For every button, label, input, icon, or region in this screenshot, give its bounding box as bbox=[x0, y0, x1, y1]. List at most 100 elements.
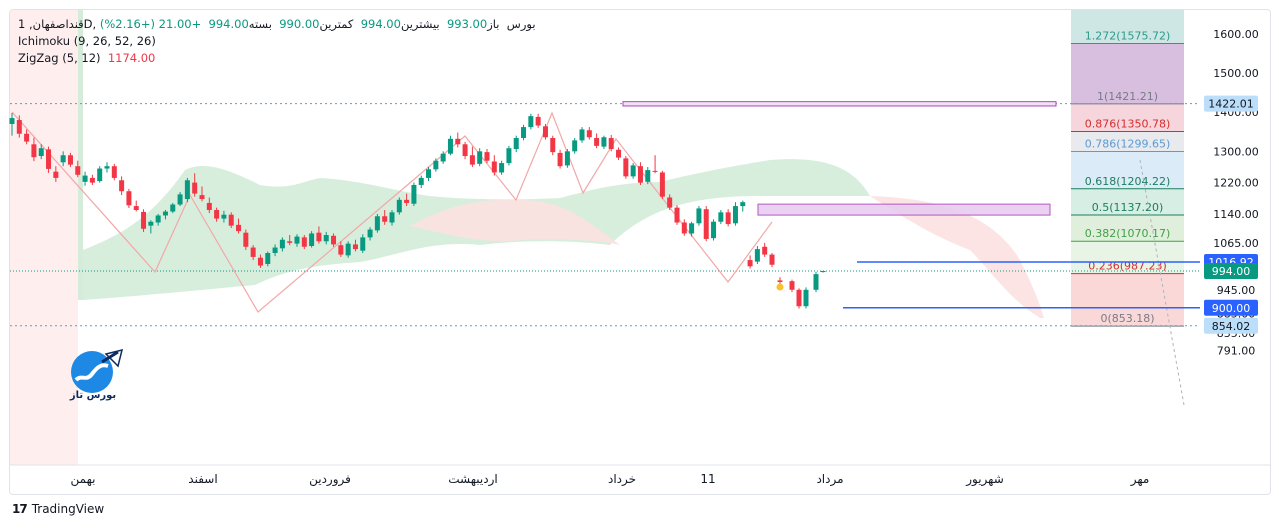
candle bbox=[119, 176, 125, 196]
candle-body bbox=[170, 204, 176, 212]
candle bbox=[703, 206, 709, 242]
price-label-bg bbox=[1204, 95, 1258, 112]
candle bbox=[557, 149, 563, 169]
candle bbox=[184, 177, 190, 203]
candle bbox=[447, 135, 453, 156]
candle bbox=[38, 144, 44, 160]
candle-body bbox=[192, 182, 198, 194]
candle-body bbox=[820, 271, 826, 273]
candle bbox=[754, 245, 760, 264]
ichimoku-label: Ichimoku bbox=[18, 34, 71, 48]
candle-body bbox=[711, 221, 717, 239]
candle-body bbox=[396, 199, 402, 213]
candle-body bbox=[732, 206, 738, 224]
legend-high-value: 994.00 bbox=[360, 17, 401, 31]
candle bbox=[718, 209, 724, 225]
candle-body bbox=[754, 249, 760, 262]
candle-body bbox=[579, 129, 585, 141]
candle-body bbox=[309, 233, 315, 246]
fib-band-5 bbox=[1071, 188, 1184, 216]
price-label: 1422.01 bbox=[1208, 98, 1254, 111]
candle bbox=[469, 146, 475, 167]
zigzag-params: (5, 12) bbox=[62, 51, 101, 65]
candle bbox=[141, 209, 147, 232]
candle bbox=[433, 158, 439, 172]
candle-body bbox=[331, 235, 337, 245]
candle-body bbox=[243, 232, 249, 247]
candle-body bbox=[60, 155, 66, 163]
chart-canvas[interactable]: 1.272(1575.72) 1(1421.21) 0.876(1350.78) 0.… bbox=[0, 0, 1279, 500]
legend-ichimoku-row[interactable]: Ichimoku (9, 26, 52, 26) bbox=[18, 33, 536, 50]
candle bbox=[594, 133, 600, 149]
price-label-bg bbox=[1204, 299, 1258, 316]
zone-mid bbox=[757, 203, 1051, 216]
footer[interactable]: 17 TradingView bbox=[12, 502, 104, 516]
candle-body bbox=[301, 237, 307, 247]
fib-label-0.786: 0.786(1299.65) bbox=[1085, 137, 1171, 150]
chart-legend: قنداصفهان, 1D, بورس باز993.00 بیشترین994… bbox=[18, 16, 536, 67]
candle-body bbox=[111, 166, 117, 178]
chart-frame bbox=[9, 9, 1271, 495]
candle bbox=[396, 197, 402, 215]
candle-body bbox=[119, 180, 125, 192]
candle bbox=[579, 127, 585, 143]
candle bbox=[345, 241, 351, 258]
candle bbox=[111, 163, 117, 181]
candle-body bbox=[740, 202, 746, 207]
y-tick-label: 1140.00 bbox=[1213, 208, 1259, 221]
candle-body bbox=[221, 214, 227, 219]
candle-body bbox=[637, 166, 643, 183]
candle bbox=[732, 202, 738, 226]
candle bbox=[623, 156, 629, 179]
candle-body bbox=[214, 209, 220, 219]
fib-band-4 bbox=[1071, 151, 1184, 189]
fib-label-0.5: 0.5(1137.20) bbox=[1092, 201, 1164, 214]
candle bbox=[9, 113, 15, 136]
candle bbox=[813, 271, 819, 293]
candle-body bbox=[762, 246, 768, 255]
fib-band-1 bbox=[1071, 43, 1184, 104]
candle bbox=[221, 210, 227, 223]
candle bbox=[236, 218, 242, 234]
candle-body bbox=[521, 127, 527, 139]
legend-zigzag-row[interactable]: ZigZag (5, 12) 1174.00 bbox=[18, 50, 536, 67]
candle-body bbox=[616, 149, 622, 158]
legend-close-label: بسته bbox=[248, 17, 272, 31]
price-label: 900.00 bbox=[1212, 302, 1251, 315]
candle-body bbox=[630, 165, 636, 177]
candle bbox=[367, 227, 373, 241]
candle-body bbox=[601, 137, 607, 147]
tradingview-logo-icon: 17 bbox=[12, 502, 28, 516]
candle-body bbox=[133, 206, 139, 210]
candle bbox=[564, 148, 570, 168]
y-tick-label: 1600.00 bbox=[1213, 28, 1259, 41]
x-tick-label: شهریور bbox=[965, 472, 1004, 487]
candle bbox=[323, 231, 329, 245]
x-tick-label: مرداد bbox=[816, 472, 843, 487]
candle bbox=[31, 137, 37, 162]
candle-body bbox=[469, 155, 475, 165]
candle-body bbox=[681, 222, 687, 234]
candle-body bbox=[813, 274, 819, 290]
candle-body bbox=[236, 224, 242, 232]
candle bbox=[820, 271, 826, 273]
candle-body bbox=[374, 216, 380, 231]
x-tick-label: مهر bbox=[1130, 472, 1150, 487]
zigzag-value: 1174.00 bbox=[107, 51, 156, 65]
candle-body bbox=[564, 151, 570, 166]
candle bbox=[24, 129, 30, 145]
candle-body bbox=[769, 254, 775, 265]
candle bbox=[265, 251, 271, 267]
candle-body bbox=[703, 209, 709, 239]
candle-body bbox=[265, 253, 271, 264]
candle-body bbox=[513, 138, 519, 149]
candle bbox=[104, 162, 110, 173]
candle-body bbox=[477, 151, 483, 164]
candle bbox=[279, 237, 285, 252]
candle-body bbox=[141, 211, 147, 229]
candle-body bbox=[667, 197, 673, 208]
candle bbox=[162, 209, 168, 220]
candle-body bbox=[53, 171, 59, 178]
legend-low-label: کمترین bbox=[319, 17, 354, 31]
legend-symbol[interactable]: قنداصفهان, 1D, بورس bbox=[18, 17, 536, 31]
